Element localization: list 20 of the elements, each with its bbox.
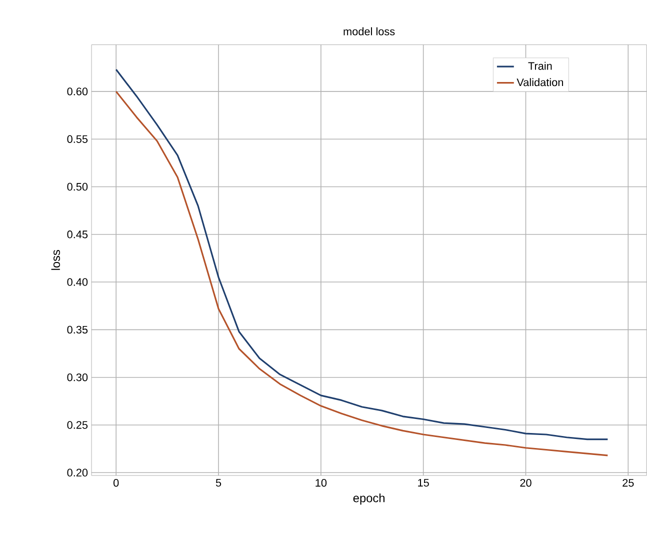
chart-title: model loss [344, 27, 395, 36]
legend-label: Train [528, 62, 552, 70]
x-tick-label: 15 [418, 478, 429, 487]
y-tick-label: 0.50 [67, 182, 88, 191]
x-tick-label: 5 [216, 478, 222, 487]
legend-label: Validation [516, 78, 564, 86]
y-tick-label: 0.30 [67, 373, 88, 382]
y-tick-label: 0.40 [67, 278, 88, 286]
x-tick-label: 10 [316, 478, 327, 487]
y-tick-label: 0.25 [67, 421, 88, 429]
x-axis-title: epoch [353, 493, 384, 505]
y-tick-label: 0.35 [67, 326, 88, 334]
y-tick-label: 0.45 [67, 230, 88, 238]
y-axis-title: loss [51, 250, 60, 270]
y-tick-label: 0.20 [67, 468, 88, 476]
x-tick-label: 25 [622, 478, 634, 487]
x-tick-label: 0 [113, 478, 119, 487]
x-tick-label: 20 [520, 478, 532, 487]
y-tick-label: 0.55 [67, 135, 88, 143]
y-tick-label: 0.60 [67, 88, 88, 96]
